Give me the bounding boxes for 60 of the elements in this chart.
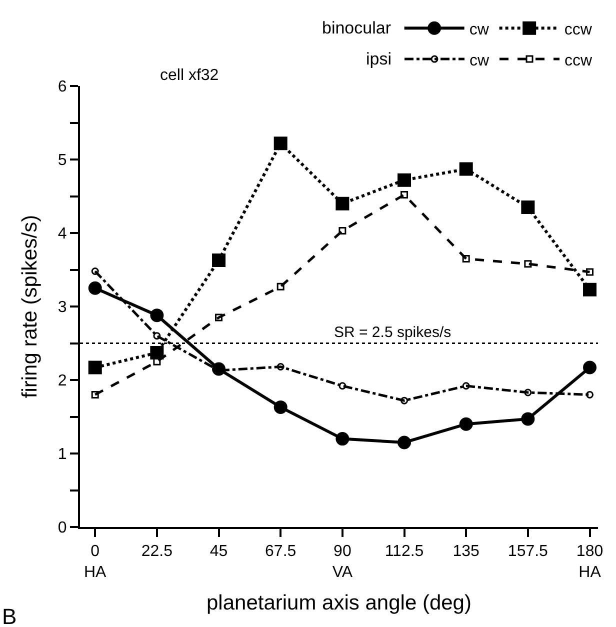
point [459, 162, 473, 176]
y-tick-label: 6 [58, 78, 67, 96]
legend-label: cw [470, 52, 490, 70]
y-tick-label: 1 [58, 446, 67, 464]
x-axis-title: planetarium axis angle (deg) [206, 592, 472, 615]
ref-line-label: SR = 2.5 spikes/s [334, 324, 452, 341]
point [91, 267, 99, 275]
point [583, 282, 597, 296]
point [274, 400, 288, 414]
point [336, 432, 350, 446]
y-tick-label: 2 [58, 372, 67, 390]
point [212, 253, 226, 267]
x-tick-label: 45 [210, 543, 228, 560]
point [398, 173, 412, 187]
text: ipsi [366, 49, 392, 68]
point [400, 396, 408, 404]
point [338, 382, 346, 390]
legend-label: ccw [564, 21, 592, 38]
point [583, 360, 597, 374]
point [524, 260, 532, 268]
point [88, 281, 102, 295]
legend-label: cw [469, 21, 490, 38]
point [462, 382, 470, 390]
point [462, 254, 470, 262]
point [521, 412, 535, 426]
x-tick-label: 112.5 [384, 543, 424, 560]
point [398, 436, 412, 450]
x-tick-label: 67.5 [265, 543, 296, 560]
point [215, 314, 223, 322]
point [150, 308, 164, 322]
y-tick-label: 4 [58, 226, 67, 243]
point [88, 360, 102, 374]
point [276, 282, 284, 290]
y-tick-label: 5 [58, 152, 67, 170]
chart-title: cell xf32 [160, 67, 219, 84]
x-tick-label: 90 VA [332, 543, 353, 581]
point [336, 196, 350, 210]
y-tick-label: 0 [58, 520, 67, 537]
x-tick-label: 135 [452, 543, 480, 560]
point [524, 388, 532, 396]
text: binocular [322, 18, 391, 38]
y-tick-label: 3 [58, 299, 67, 316]
x-tick-label: 180 HA [576, 543, 604, 581]
point [586, 390, 594, 398]
legend-label: ccw [564, 52, 593, 70]
x-tick-label: 157.5 [508, 543, 548, 560]
point [274, 136, 288, 150]
point [400, 191, 408, 199]
y-axis-title: firing rate (spikes/s) [18, 214, 42, 398]
point [276, 363, 284, 371]
point [459, 417, 473, 431]
point [153, 332, 161, 340]
x-tick-label: 22.5 [141, 543, 173, 560]
point [91, 390, 99, 398]
point [338, 227, 346, 235]
point [150, 346, 164, 360]
point [521, 200, 535, 214]
text: B [2, 604, 17, 627]
x-tick-label: 0 HA [84, 543, 107, 581]
point [586, 268, 594, 276]
